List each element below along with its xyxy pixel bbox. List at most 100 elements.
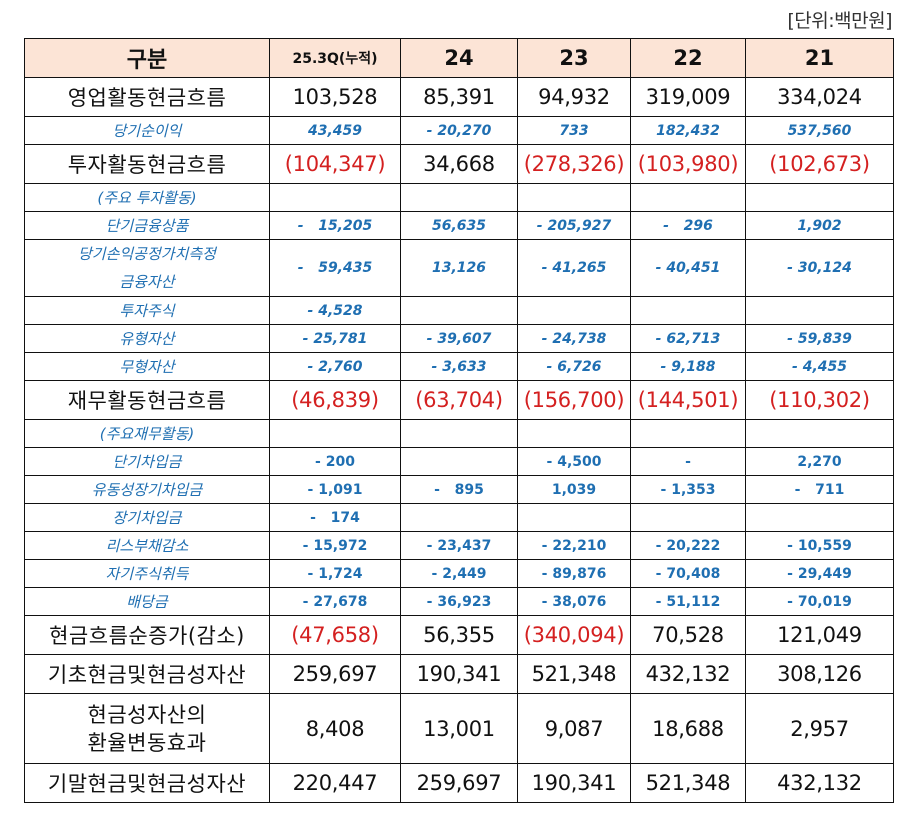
table-cell: (104,347) <box>269 144 401 184</box>
table-cell: (156,700) <box>517 380 631 420</box>
table-cell: - 22,210 <box>517 531 631 560</box>
table-cell <box>745 503 894 532</box>
table-cell <box>400 296 518 325</box>
header-row: 구분 25.3Q(누적) 24 23 22 21 <box>24 38 894 78</box>
table-cell <box>269 419 401 448</box>
row-label-line2: 환율변동효과 <box>87 730 207 755</box>
table-cell <box>400 447 518 476</box>
table-cell: 13,001 <box>400 693 518 764</box>
row-label-line1: 현금성자산의 <box>87 702 207 727</box>
row-label: 당기순이익 <box>24 116 270 145</box>
table-cell: - 9,188 <box>630 352 746 381</box>
table-cell: (46,839) <box>269 380 401 420</box>
table-cell: - 895 <box>400 475 518 504</box>
table-row: 단기금융상품 - 15,205 56,635- 205,927- 296 1,902 <box>24 211 894 240</box>
row-label: 단기차입금 <box>24 447 270 476</box>
table-cell <box>517 503 631 532</box>
row-label: 재무활동현금흐름 <box>24 380 270 420</box>
table-cell: - 70,019 <box>745 587 894 616</box>
table-cell: - 4,500 <box>517 447 631 476</box>
table-cell: - 59,435 <box>269 239 401 297</box>
table-cell: - 1,724 <box>269 559 401 588</box>
table-cell: - 15,205 <box>269 211 401 240</box>
table-row: 투자활동현금흐름 (104,347) 34,668 (278,326) (103,980… <box>24 144 894 184</box>
table-cell <box>630 419 746 448</box>
table-row: 유동성장기차입금 - 1,091- 895 1,039- 1,353- 711 <box>24 475 894 504</box>
table-cell: 13,126 <box>400 239 518 297</box>
table-cell: - 29,449 <box>745 559 894 588</box>
table-cell: (63,704) <box>400 380 518 420</box>
table-cell: 56,355 <box>400 615 518 655</box>
row-label: 투자주식 <box>24 296 270 325</box>
table-cell: - 3,633 <box>400 352 518 381</box>
row-label: 리스부채감소 <box>24 531 270 560</box>
table-row: 기초현금및현금성자산 259,697 190,341 521,348 432,132 30… <box>24 654 894 694</box>
table-cell: 1,039 <box>517 475 631 504</box>
row-label: 유동성장기차입금 <box>24 475 270 504</box>
table-cell: - 24,738 <box>517 324 631 353</box>
table-row: (주요 투자활동) <box>24 183 894 212</box>
table-cell: - 89,876 <box>517 559 631 588</box>
table-cell: - 2,449 <box>400 559 518 588</box>
table-row: 유형자산 - 25,781- 39,607- 24,738- 62,713- 59… <box>24 324 894 353</box>
table-cell: 43,459 <box>269 116 401 145</box>
table-row: 무형자산 - 2,760- 3,633- 6,726- 9,188- 4,455 <box>24 352 894 381</box>
table-cell: (103,980) <box>630 144 746 184</box>
table-row: 배당금 - 27,678- 36,923- 38,076- 51,112- 70,… <box>24 587 894 616</box>
table-row: 영업활동현금흐름 103,528 85,391 94,932 319,009 334,02… <box>24 77 894 117</box>
table-cell: - 1,091 <box>269 475 401 504</box>
row-label: 자기주식취득 <box>24 559 270 588</box>
table-cell: - 205,927 <box>517 211 631 240</box>
table-cell: 432,132 <box>745 763 894 803</box>
table-cell <box>630 296 746 325</box>
table-cell <box>400 419 518 448</box>
table-cell <box>630 183 746 212</box>
table-cell: - <box>630 447 746 476</box>
table-cell: 103,528 <box>269 77 401 117</box>
table-cell: - 27,678 <box>269 587 401 616</box>
row-label: 기말현금및현금성자산 <box>24 763 270 803</box>
table-cell: 334,024 <box>745 77 894 117</box>
table-cell: 121,049 <box>745 615 894 655</box>
row-label: 기초현금및현금성자산 <box>24 654 270 694</box>
table-cell: - 4,455 <box>745 352 894 381</box>
table-cell: - 70,408 <box>630 559 746 588</box>
table-cell: - 38,076 <box>517 587 631 616</box>
table-row: 당기순이익 43,459- 20,270 733 182,432 537,560 <box>24 116 894 145</box>
row-label: 장기차입금 <box>24 503 270 532</box>
table-row: 당기손익공정가치측정 금융자산 - 59,435 13,126- 41,265- 40… <box>24 239 894 297</box>
table-row: 자기주식취득 - 1,724- 2,449- 89,876- 70,408- 29… <box>24 559 894 588</box>
row-label-line2: 금융자산 <box>119 273 175 291</box>
table-cell: 319,009 <box>630 77 746 117</box>
table-cell: 85,391 <box>400 77 518 117</box>
table-cell: - 20,222 <box>630 531 746 560</box>
table-cell: 70,528 <box>630 615 746 655</box>
unit-label: [단위:백만원] <box>787 10 892 32</box>
table-cell: - 39,607 <box>400 324 518 353</box>
header-col-25-3q: 25.3Q(누적) <box>269 38 401 78</box>
table-cell: 9,087 <box>517 693 631 764</box>
table-row: 장기차입금 - 174 <box>24 503 894 532</box>
table-cell: - 174 <box>269 503 401 532</box>
table-row: 기말현금및현금성자산 220,447 259,697 190,341 521,348 43… <box>24 763 894 803</box>
table-cell: 432,132 <box>630 654 746 694</box>
table-cell: 521,348 <box>517 654 631 694</box>
row-label-line1: 당기손익공정가치측정 <box>77 245 216 263</box>
table-cell: - 6,726 <box>517 352 631 381</box>
table-cell <box>745 183 894 212</box>
table-cell: (278,326) <box>517 144 631 184</box>
table-cell: - 62,713 <box>630 324 746 353</box>
table-row: 리스부채감소 - 15,972- 23,437- 22,210- 20,222- … <box>24 531 894 560</box>
table-cell: - 41,265 <box>517 239 631 297</box>
header-col-23: 23 <box>517 38 631 78</box>
table-cell: 2,270 <box>745 447 894 476</box>
table-cell <box>745 419 894 448</box>
table-cell: - 51,112 <box>630 587 746 616</box>
table-cell: 259,697 <box>269 654 401 694</box>
header-col-24: 24 <box>400 38 518 78</box>
cash-flow-table: 구분 25.3Q(누적) 24 23 22 21 영업활동현금흐름 103,528… <box>24 38 894 803</box>
table-cell: (47,658) <box>269 615 401 655</box>
row-label: 무형자산 <box>24 352 270 381</box>
